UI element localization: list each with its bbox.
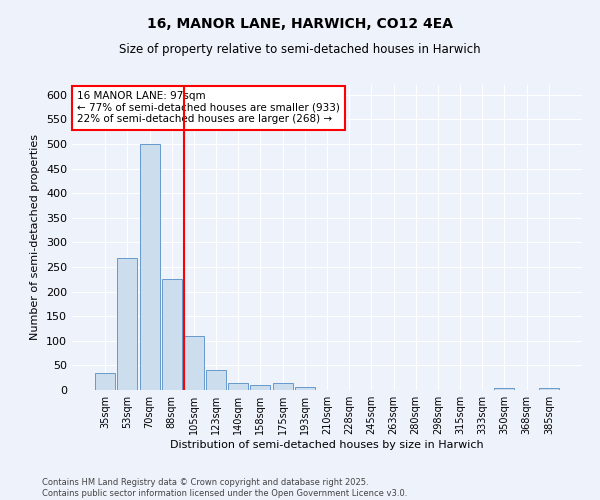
Bar: [295, 386, 315, 390]
Bar: [272, 382, 293, 390]
Bar: [184, 336, 204, 390]
Bar: [494, 388, 514, 390]
Text: 16, MANOR LANE, HARWICH, CO12 4EA: 16, MANOR LANE, HARWICH, CO12 4EA: [147, 18, 453, 32]
Bar: [539, 388, 559, 390]
Bar: [118, 258, 137, 390]
Text: Size of property relative to semi-detached houses in Harwich: Size of property relative to semi-detach…: [119, 42, 481, 56]
Bar: [206, 370, 226, 390]
Bar: [162, 280, 182, 390]
Bar: [228, 382, 248, 390]
Text: 16 MANOR LANE: 97sqm
← 77% of semi-detached houses are smaller (933)
22% of semi: 16 MANOR LANE: 97sqm ← 77% of semi-detac…: [77, 91, 340, 124]
X-axis label: Distribution of semi-detached houses by size in Harwich: Distribution of semi-detached houses by …: [170, 440, 484, 450]
Bar: [250, 385, 271, 390]
Bar: [140, 144, 160, 390]
Text: Contains HM Land Registry data © Crown copyright and database right 2025.
Contai: Contains HM Land Registry data © Crown c…: [42, 478, 407, 498]
Bar: [95, 373, 115, 390]
Y-axis label: Number of semi-detached properties: Number of semi-detached properties: [31, 134, 40, 340]
